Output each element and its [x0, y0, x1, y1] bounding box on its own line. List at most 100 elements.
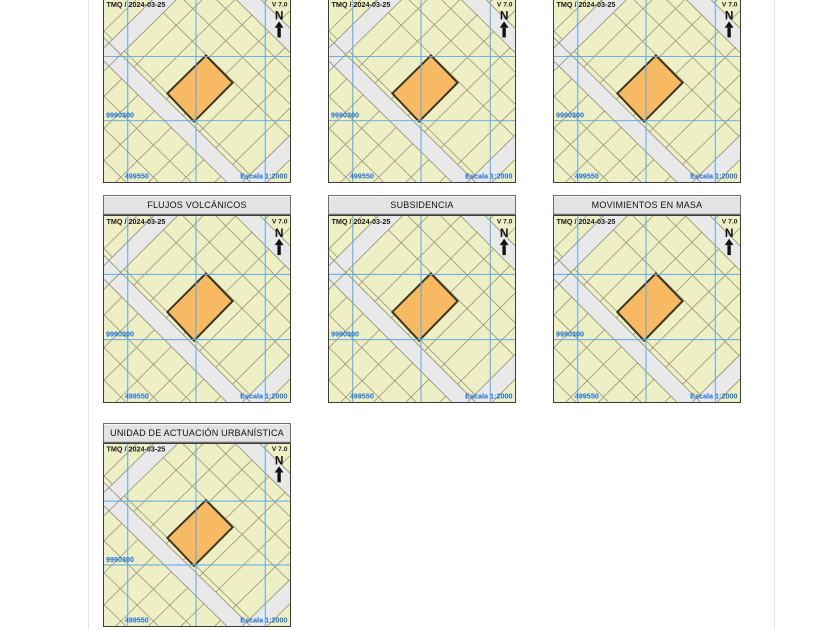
roads: [554, 0, 740, 182]
north-label: N: [275, 10, 284, 23]
map-stamp: TMQ / 2024-03-25: [106, 446, 165, 454]
map-stamp: TMQ / 2024-03-25: [331, 1, 390, 9]
northing-label: 9990300: [556, 112, 584, 120]
panel-title: SUBSIDENCIA: [390, 200, 454, 210]
road-edges: [329, 0, 515, 182]
map-image: TMQ / 2024-03-25 V 7.0 N 9990300 499550 …: [104, 444, 290, 626]
map-image: TMQ / 2024-03-25 V 7.0 N 9990300 499550 …: [554, 216, 740, 402]
cadastral-map: TMQ / 2024-03-25 V 7.0 N 9990300 499550 …: [103, 0, 291, 183]
coordinate-grid-lines: [554, 216, 740, 402]
coordinate-grid-lines: [554, 0, 740, 182]
map-panel: FLUJOS VOLCÁNICOS: [103, 195, 291, 403]
road-edges: [104, 0, 290, 182]
scale-label: Escala 1:2000: [465, 392, 512, 401]
map-panel: SUBSIDENCIA: [328, 195, 516, 403]
map-image: TMQ / 2024-03-25 V 7.0 N 9990300 499550 …: [554, 0, 740, 182]
easting-label: 499550: [575, 392, 599, 401]
highlighted-parcel: [615, 54, 684, 124]
map-panel: MOVIMIENTOS EN MASA: [553, 195, 741, 403]
road-edges: [104, 444, 290, 626]
map-stamp: TMQ / 2024-03-25: [106, 1, 165, 9]
highlighted-parcel: [390, 271, 459, 343]
version-label: V 7.0: [497, 218, 513, 225]
version-label: V 7.0: [722, 218, 738, 225]
panel-title-bar: MOVIMIENTOS EN MASA: [553, 195, 741, 215]
version-label: V 7.0: [272, 218, 288, 225]
map-image: TMQ / 2024-03-25 V 7.0 N 9990300 499550 …: [329, 0, 515, 182]
north-label: N: [725, 10, 734, 23]
north-label: N: [725, 226, 734, 240]
panel-title-bar: SUBSIDENCIA: [328, 195, 516, 215]
parcel-lines: [104, 0, 290, 182]
north-label: N: [275, 454, 284, 467]
north-arrow-icon: [499, 238, 509, 256]
northing-label: 9990300: [556, 330, 584, 339]
version-label: V 7.0: [722, 1, 738, 8]
scale-label: Escala 1:2000: [240, 617, 287, 625]
map-panel: UNIDAD DE ACTUACIÓN URBANÍSTICA: [103, 423, 291, 627]
panel-title: MOVIMIENTOS EN MASA: [591, 200, 703, 210]
north-arrow-icon: [274, 238, 284, 256]
map-stamp: TMQ / 2024-03-25: [556, 1, 615, 9]
page-margin-line: [88, 0, 89, 630]
roads: [329, 216, 515, 402]
cadastral-map: TMQ / 2024-03-25 V 7.0 N 9990300 499550 …: [553, 215, 741, 403]
panel-title: FLUJOS VOLCÁNICOS: [147, 200, 247, 210]
scale-label: Escala 1:2000: [690, 392, 737, 401]
northing-label: 9990300: [106, 330, 134, 339]
road-edges: [554, 0, 740, 182]
roads: [104, 0, 290, 182]
highlighted-parcel: [615, 271, 684, 343]
north-arrow-icon: [499, 21, 509, 38]
scale-label: Escala 1:2000: [240, 173, 287, 181]
north-arrow-icon: [724, 238, 734, 256]
scale-label: Escala 1:2000: [465, 173, 512, 181]
easting-label: 499550: [350, 392, 374, 401]
cadastral-map: TMQ / 2024-03-25 V 7.0 N 9990300 499550 …: [103, 215, 291, 403]
coordinate-grid-lines: [104, 216, 290, 402]
panel-title-bar: FLUJOS VOLCÁNICOS: [103, 195, 291, 215]
easting-label: 499550: [575, 173, 599, 181]
map-panel: TMQ / 2024-03-25 V 7.0 N 9990300 499550 …: [553, 0, 741, 183]
map-panel: TMQ / 2024-03-25 V 7.0 N 9990300 499550 …: [328, 0, 516, 183]
map-stamp: TMQ / 2024-03-25: [331, 217, 390, 226]
northing-label: 9990300: [106, 112, 134, 120]
scale-label: Escala 1:2000: [240, 392, 287, 401]
northing-label: 9990300: [106, 556, 134, 564]
map-stamp: TMQ / 2024-03-25: [106, 217, 165, 226]
version-label: V 7.0: [497, 1, 513, 8]
highlighted-parcel: [165, 271, 234, 343]
easting-label: 499550: [125, 617, 149, 625]
north-label: N: [500, 10, 509, 23]
north-label: N: [275, 226, 284, 240]
road-edges: [329, 216, 515, 402]
north-arrow-icon: [274, 21, 284, 38]
roads: [329, 0, 515, 182]
easting-label: 499550: [125, 173, 149, 181]
northing-label: 9990300: [331, 112, 359, 120]
cadastral-map: TMQ / 2024-03-25 V 7.0 N 9990300 499550 …: [553, 0, 741, 183]
north-label: N: [500, 226, 509, 240]
map-stamp: TMQ / 2024-03-25: [556, 217, 615, 226]
north-arrow-icon: [274, 466, 284, 483]
scale-label: Escala 1:2000: [690, 173, 737, 181]
highlighted-parcel: [165, 498, 234, 568]
easting-label: 499550: [125, 392, 149, 401]
cadastral-map: TMQ / 2024-03-25 V 7.0 N 9990300 499550 …: [103, 443, 291, 627]
panel-title: UNIDAD DE ACTUACIÓN URBANÍSTICA: [110, 428, 284, 438]
map-image: TMQ / 2024-03-25 V 7.0 N 9990300 499550 …: [329, 216, 515, 402]
map-image: TMQ / 2024-03-25 V 7.0 N 9990300 499550 …: [104, 0, 290, 182]
coordinate-grid-lines: [104, 444, 290, 626]
roads: [554, 216, 740, 402]
highlighted-parcel: [390, 54, 459, 124]
roads: [104, 216, 290, 402]
north-arrow-icon: [724, 21, 734, 38]
roads: [104, 444, 290, 626]
coordinate-grid-lines: [329, 0, 515, 182]
panel-title-bar: UNIDAD DE ACTUACIÓN URBANÍSTICA: [103, 423, 291, 443]
version-label: V 7.0: [272, 1, 288, 8]
cadastral-map: TMQ / 2024-03-25 V 7.0 N 9990300 499550 …: [328, 215, 516, 403]
coordinate-grid-lines: [329, 216, 515, 402]
map-panel: TMQ / 2024-03-25 V 7.0 N 9990300 499550 …: [103, 0, 291, 183]
